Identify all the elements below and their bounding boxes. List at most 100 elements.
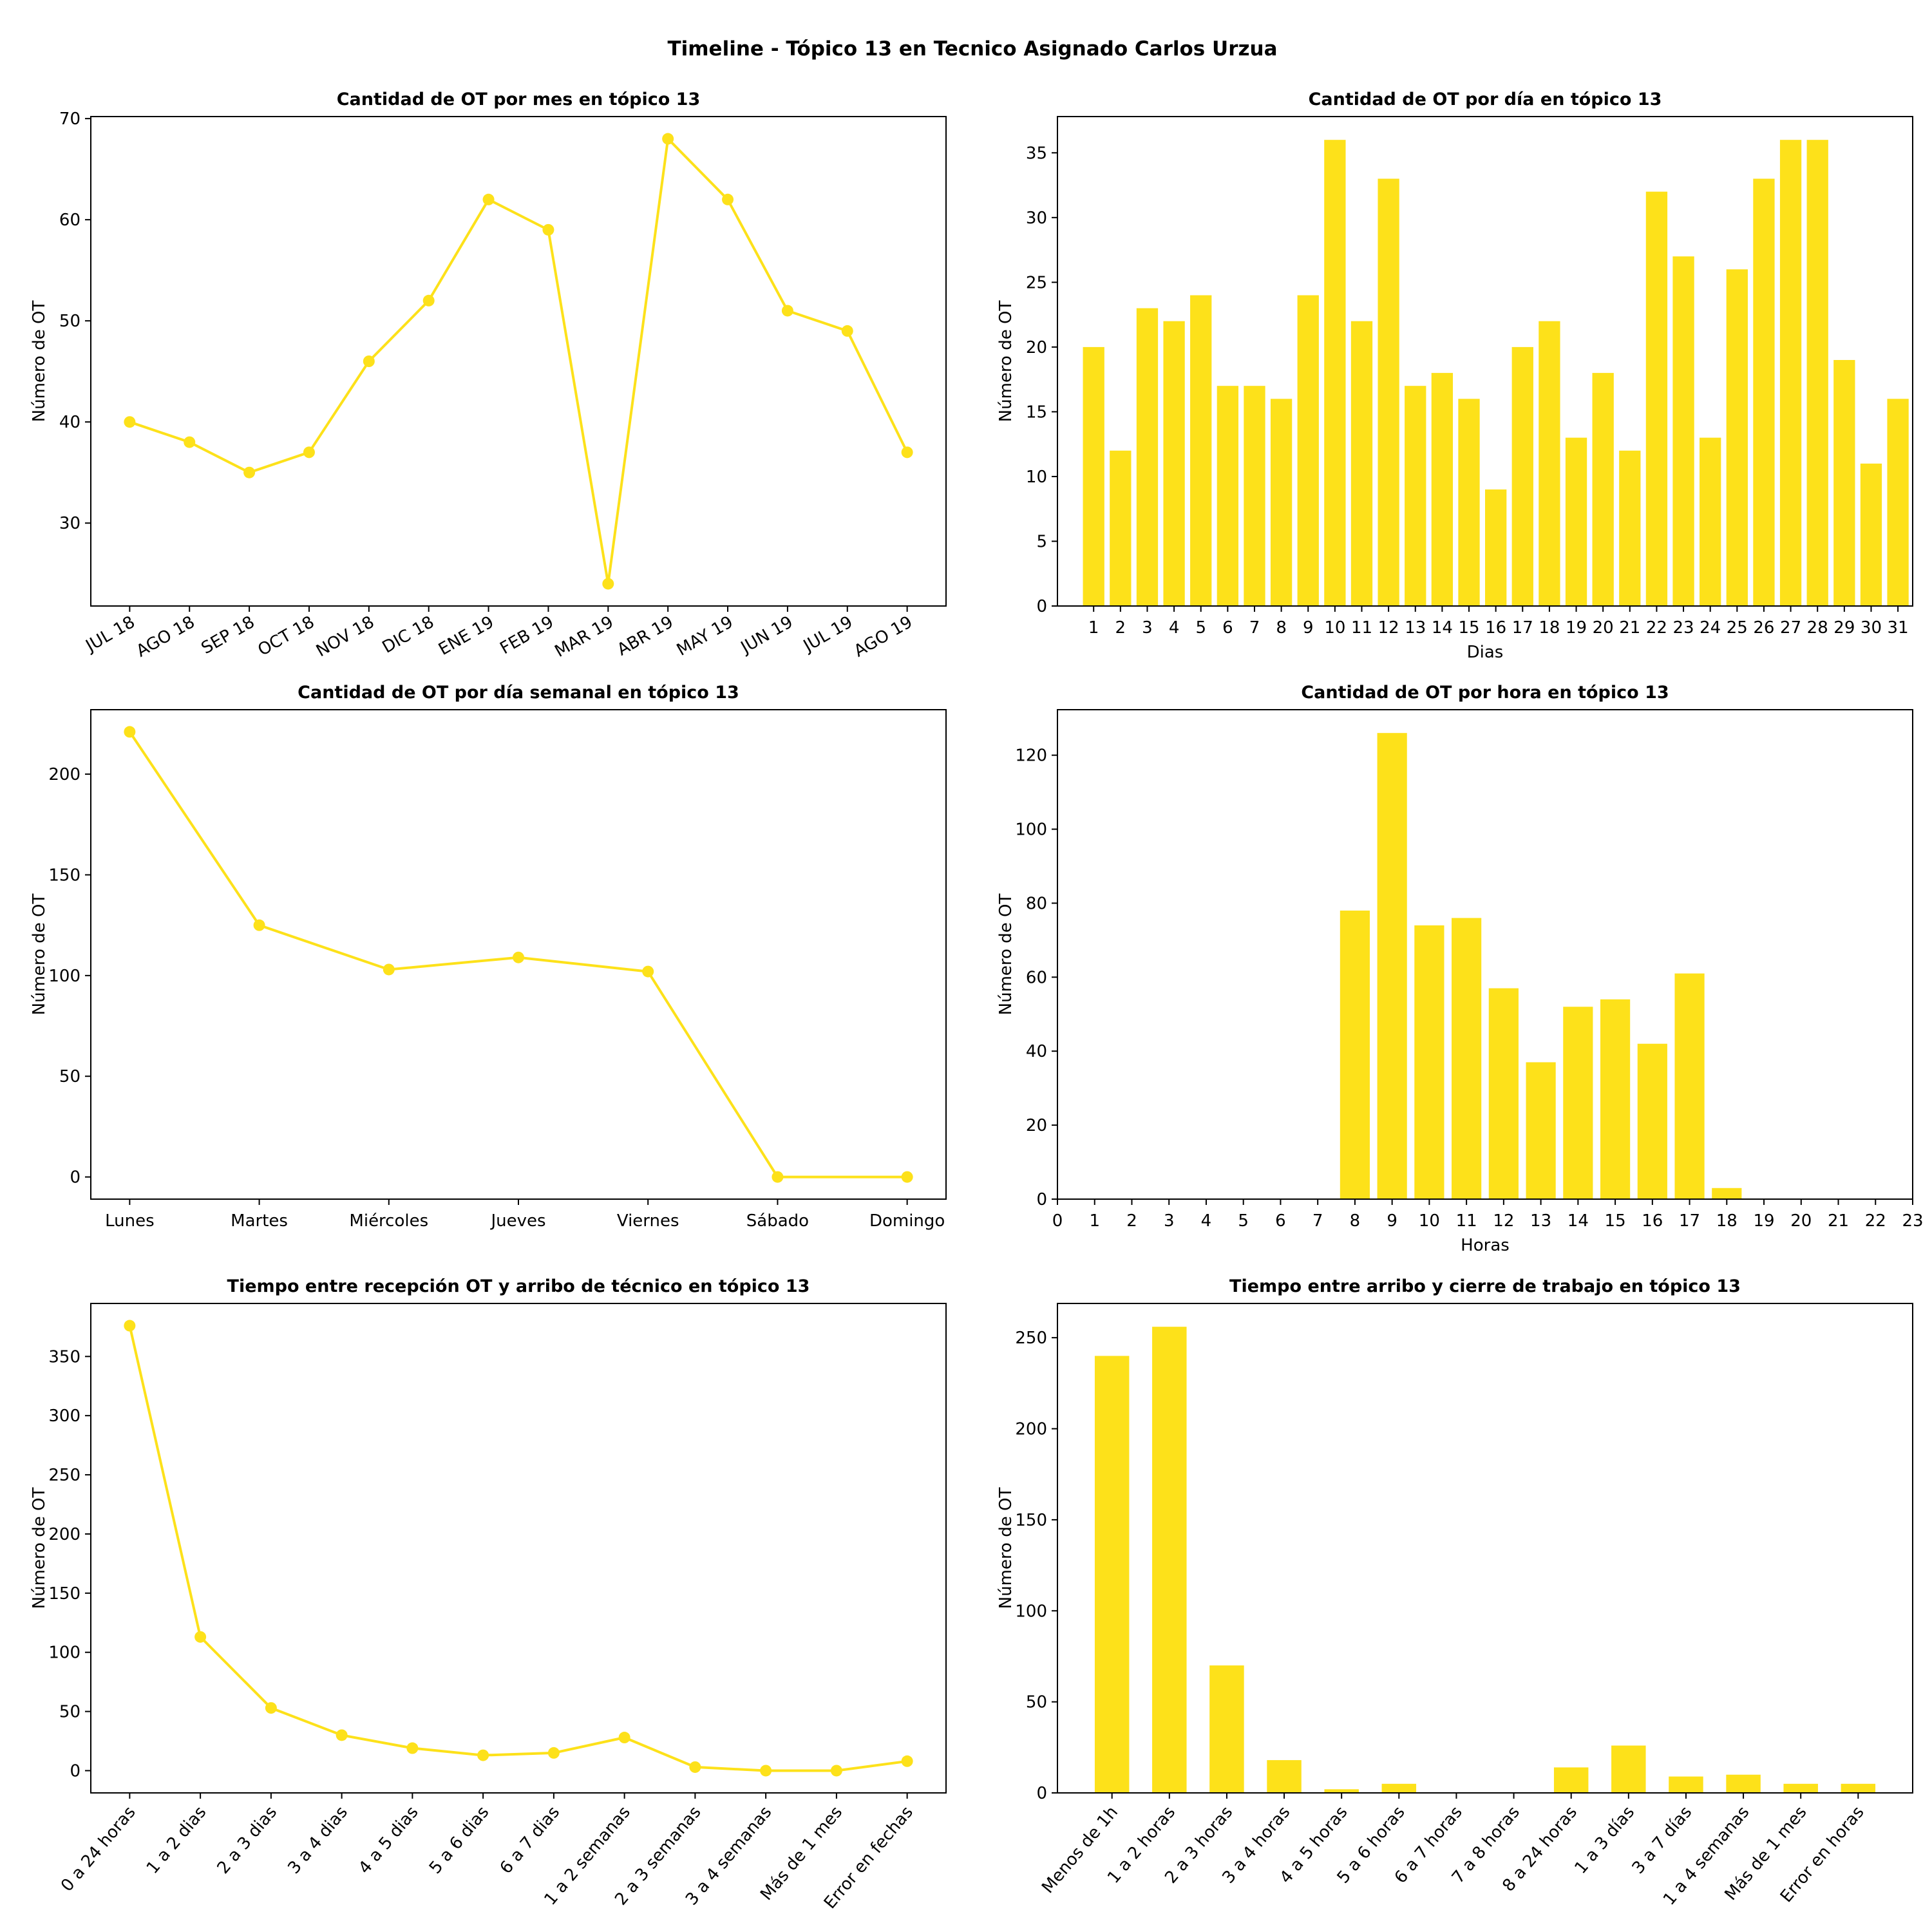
- bar-24: [1700, 437, 1721, 606]
- x-tick-label: 17: [1679, 1211, 1700, 1231]
- point-DIC 18: [422, 294, 435, 307]
- y-tick-label: 15: [1026, 402, 1047, 422]
- y-tick-label: 100: [1015, 820, 1047, 840]
- x-tick-label: 1: [1088, 618, 1099, 638]
- bar-18: [1712, 1188, 1742, 1199]
- x-axis-label: Dias: [1467, 643, 1504, 662]
- x-tick-label: 19: [1566, 618, 1587, 638]
- x-tick-label: 30: [1861, 618, 1882, 638]
- bar-Error en horas: [1841, 1783, 1876, 1793]
- x-tick-label: Miércoles: [349, 1211, 428, 1231]
- y-tick-label: 80: [1026, 894, 1047, 913]
- x-tick-label: Domingo: [869, 1211, 945, 1231]
- x-tick-label: 13: [1530, 1211, 1551, 1231]
- y-tick-label: 25: [1026, 273, 1047, 292]
- bar-Más de 1 mes: [1783, 1783, 1818, 1793]
- x-tick-label: 1: [1089, 1211, 1100, 1231]
- bar-30: [1860, 463, 1882, 606]
- y-tick-label: 100: [1015, 1602, 1047, 1621]
- point-0 a 24 horas: [124, 1320, 136, 1332]
- point-Lunes: [124, 726, 136, 738]
- bar-13: [1526, 1062, 1556, 1199]
- point-MAR 19: [602, 578, 614, 590]
- point-1 a 2 semanas: [618, 1732, 630, 1744]
- bar-7: [1244, 386, 1265, 606]
- bar-29: [1833, 359, 1855, 606]
- x-tick-label: 3: [1164, 1211, 1175, 1231]
- y-tick-label: 60: [59, 211, 80, 230]
- bar-5 a 6 horas: [1381, 1783, 1417, 1793]
- bar-2 a 3 horas: [1209, 1665, 1244, 1793]
- x-tick-label: 16: [1485, 618, 1506, 638]
- x-tick-label: 22: [1865, 1211, 1886, 1231]
- y-axis-label: Número de OT: [30, 301, 49, 422]
- x-tick-label: 23: [1673, 618, 1694, 638]
- series-line: [129, 136, 909, 584]
- y-tick-label: 120: [1015, 746, 1047, 766]
- x-tick-label: Sábado: [746, 1211, 809, 1231]
- bar-13: [1405, 386, 1426, 606]
- chart-panel-2: Cantidad de OT por día en tópico 13 0 5 10 1…: [996, 90, 1913, 662]
- y-tick-label: 30: [59, 514, 80, 533]
- bar-8: [1270, 399, 1293, 606]
- x-tick-label: 15: [1605, 1211, 1626, 1231]
- chart-panel-4: Cantidad de OT por hora en tópico 130204…: [996, 683, 1924, 1255]
- x-tick-label: 11: [1351, 618, 1372, 638]
- bar-3 a 7 días: [1669, 1776, 1703, 1793]
- y-tick-label: 70: [59, 109, 80, 129]
- x-tick-label: 27: [1780, 618, 1801, 638]
- bar-1 a 2 horas: [1152, 1327, 1187, 1793]
- chart-title: Tiempo entre arribo y cierre de trabajo …: [1229, 1276, 1741, 1296]
- bar-27: [1779, 140, 1802, 606]
- y-tick-label: 50: [1026, 1693, 1047, 1712]
- y-tick-label: 30: [1026, 209, 1047, 228]
- y-tick-label: 60: [1026, 968, 1047, 987]
- x-tick-label: 19: [1753, 1211, 1774, 1231]
- x-tick-label: 10: [1419, 1211, 1440, 1231]
- bar-31: [1887, 399, 1909, 606]
- point-3 a 4 semanas: [760, 1765, 772, 1777]
- x-tick-label: 12: [1493, 1211, 1514, 1231]
- y-tick-label: 250: [48, 1466, 80, 1485]
- y-tick-label: 300: [48, 1406, 80, 1426]
- point-Jueves: [513, 951, 524, 963]
- x-tick-label: 17: [1512, 618, 1533, 638]
- chart-title: Tiempo entre recepción OT y arribo de té…: [227, 1276, 810, 1296]
- x-tick-label: 23: [1902, 1211, 1923, 1231]
- y-tick-label: 100: [48, 967, 80, 986]
- bar-3: [1136, 308, 1159, 606]
- point-JUL 19: [841, 325, 853, 337]
- chart-panel-3: Cantidad de OT por día semanal en tópico…: [30, 683, 947, 1231]
- point-ENE 19: [482, 193, 495, 205]
- point-Domingo: [901, 1171, 913, 1183]
- bar-10: [1324, 140, 1346, 606]
- y-tick-label: 40: [1026, 1042, 1047, 1061]
- bar-1 a 3 días: [1611, 1745, 1646, 1793]
- x-tick-label: 2: [1126, 1211, 1137, 1231]
- x-tick-label: 16: [1642, 1211, 1663, 1231]
- bar-12: [1378, 178, 1399, 606]
- x-tick-label: 2: [1115, 618, 1126, 638]
- x-tick-label: 18: [1716, 1211, 1738, 1231]
- bar-2: [1110, 450, 1132, 606]
- x-tick-label: 15: [1458, 618, 1479, 638]
- y-tick-label: 0: [1036, 597, 1047, 616]
- point-4 a 5 dias: [406, 1742, 419, 1754]
- bar-17: [1511, 346, 1533, 606]
- x-tick-label: 5: [1195, 618, 1206, 638]
- y-tick-label: 50: [59, 1067, 80, 1086]
- y-tick-label: 200: [48, 1525, 80, 1544]
- x-tick-label: 3: [1142, 618, 1153, 638]
- y-tick-label: 50: [59, 312, 80, 331]
- bar-21: [1619, 450, 1641, 606]
- y-tick-label: 350: [48, 1347, 80, 1367]
- bar-16: [1637, 1043, 1667, 1199]
- point-2 a 3 dias: [265, 1702, 277, 1714]
- chart-title: Cantidad de OT por hora en tópico 13: [1301, 683, 1669, 703]
- x-tick-label: 0: [1052, 1211, 1063, 1231]
- x-tick-label: 6: [1222, 618, 1233, 638]
- x-tick-label: 29: [1833, 618, 1855, 638]
- x-tick-label: 11: [1456, 1211, 1477, 1231]
- y-tick-label: 200: [1015, 1420, 1047, 1439]
